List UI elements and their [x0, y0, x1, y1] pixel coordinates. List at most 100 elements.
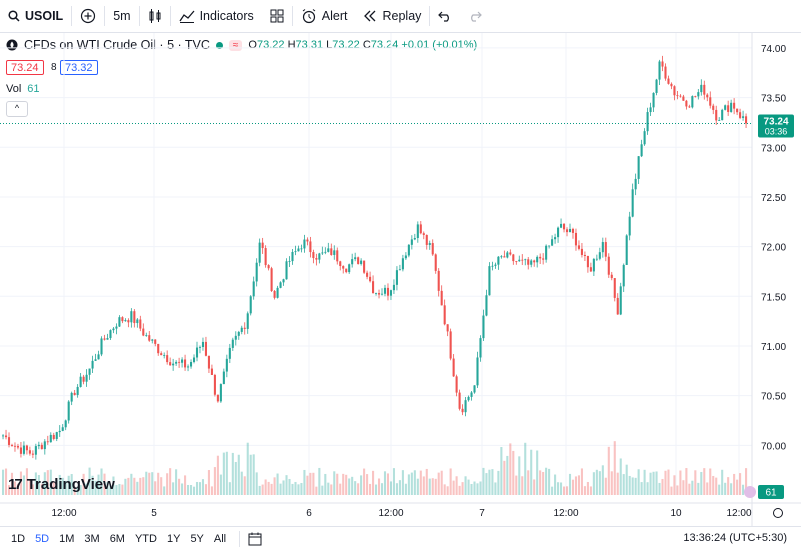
volume-bar [363, 468, 366, 495]
volume-bar [386, 473, 390, 495]
candle-body [431, 243, 434, 255]
replay-button[interactable]: Replay [355, 0, 429, 33]
candle-body [697, 92, 700, 97]
range-button-ytd[interactable]: YTD [134, 532, 157, 545]
candle-body [380, 293, 384, 295]
range-button-3m[interactable]: 3M [84, 532, 100, 545]
rewind-icon [364, 10, 376, 22]
candle-body [718, 120, 721, 121]
candle-body [151, 339, 154, 341]
candle-body [485, 295, 488, 316]
candle-body [548, 245, 551, 247]
candle-body [407, 244, 410, 256]
volume-bar [184, 475, 187, 495]
range-button-6m[interactable]: 6M [109, 532, 125, 545]
undo-button[interactable] [430, 0, 460, 33]
candle-body [524, 259, 527, 261]
volume-bar [709, 468, 712, 495]
candle-body [479, 338, 482, 358]
range-button-1y[interactable]: 1Y [166, 532, 181, 545]
candle-body [688, 106, 691, 108]
volume-bar [679, 470, 682, 495]
volume-bar [133, 477, 136, 495]
volume-bar [97, 474, 100, 495]
x-tick-label: 6 [306, 508, 312, 519]
redo-button[interactable] [460, 0, 490, 33]
range-button-5y[interactable]: 5Y [190, 532, 204, 545]
range-button-1d[interactable]: 1D [11, 532, 26, 545]
volume-bar [622, 474, 625, 495]
range-button-5d[interactable]: 5D [35, 532, 50, 545]
x-tick-label: 12:00 [51, 508, 76, 519]
volume-bar [658, 482, 661, 495]
volume-bar [237, 454, 240, 495]
volume-bar [377, 478, 381, 495]
candle-body [175, 361, 178, 364]
candle-body [61, 427, 64, 431]
volume-bar [548, 468, 551, 495]
candle-body [273, 290, 276, 298]
symbol-search[interactable]: USOIL [0, 0, 71, 33]
candle-body [195, 347, 199, 358]
x-tick-label: 12:00 [553, 508, 578, 519]
volume-bar [94, 480, 97, 495]
candle-body [670, 83, 673, 87]
candle-body [357, 257, 360, 264]
compare-button[interactable] [72, 0, 104, 33]
volume-bar [676, 485, 679, 495]
candle-body [518, 259, 521, 262]
candle-body [2, 435, 5, 437]
candle-body [237, 331, 240, 336]
candle-body [440, 290, 443, 306]
candle-body [34, 446, 37, 455]
indicators-button[interactable]: Indicators [171, 0, 262, 33]
volume-bar [43, 472, 46, 495]
candle-body [267, 265, 270, 269]
volume-bar [148, 472, 151, 495]
volume-bar [488, 469, 491, 495]
candle-body [330, 248, 333, 255]
volume-bar [557, 482, 560, 495]
volume-bar [348, 478, 351, 495]
alert-button[interactable]: Alert [293, 0, 356, 33]
volume-bar [366, 474, 369, 495]
candle-body [422, 233, 425, 235]
candle-body [336, 250, 339, 262]
range-button-all[interactable]: All [213, 532, 227, 545]
tradingview-logo[interactable]: 17 TradingView [8, 476, 115, 493]
candle-body [169, 362, 172, 366]
volume-bar [175, 469, 178, 495]
countdown-value: 03:36 [765, 126, 788, 136]
symbol-label: USOIL [25, 9, 64, 23]
chart-type-button[interactable] [140, 0, 170, 33]
volume-bar [106, 482, 109, 495]
candle-body [416, 224, 419, 239]
volume-bar [565, 486, 569, 495]
candle-body [401, 258, 404, 270]
collapse-legend-button[interactable]: ^ [6, 101, 28, 117]
clock[interactable]: 13:36:24 (UTC+5:30) [683, 532, 787, 544]
candle-body [49, 434, 52, 443]
candle-body [139, 319, 142, 329]
candle-body [712, 105, 715, 110]
spread-value: 8 [51, 62, 57, 73]
volume-bar [70, 474, 73, 495]
volume-bar [736, 479, 739, 495]
buy-button[interactable]: 73.32 [60, 60, 98, 75]
candle-body [607, 256, 610, 275]
candle-body [580, 248, 583, 255]
range-button-1m[interactable]: 1M [59, 532, 75, 545]
volume-bar [410, 472, 413, 495]
candle-body [742, 116, 745, 118]
volume-bar [389, 481, 393, 495]
interval-button[interactable]: 5m [105, 0, 138, 33]
calendar-range-icon[interactable] [248, 532, 264, 546]
price-chart[interactable]: 70.00 70.50 71.00 71.50 72.00 72.50 73.00 73.50… [0, 33, 801, 526]
indicators-icon [179, 10, 195, 23]
volume-bar [536, 450, 539, 495]
delayed-badge[interactable]: ≈ [228, 39, 243, 51]
candle-body [201, 341, 205, 347]
sell-button[interactable]: 73.24 [6, 60, 44, 75]
layouts-button[interactable] [262, 0, 292, 33]
candle-body [568, 228, 572, 233]
